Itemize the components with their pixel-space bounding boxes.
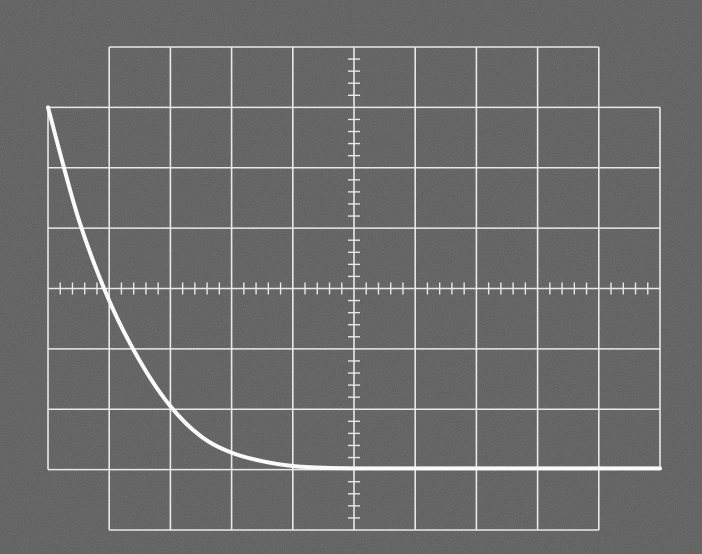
signal-trace xyxy=(46,105,662,471)
center-axis-ticks xyxy=(59,58,649,519)
